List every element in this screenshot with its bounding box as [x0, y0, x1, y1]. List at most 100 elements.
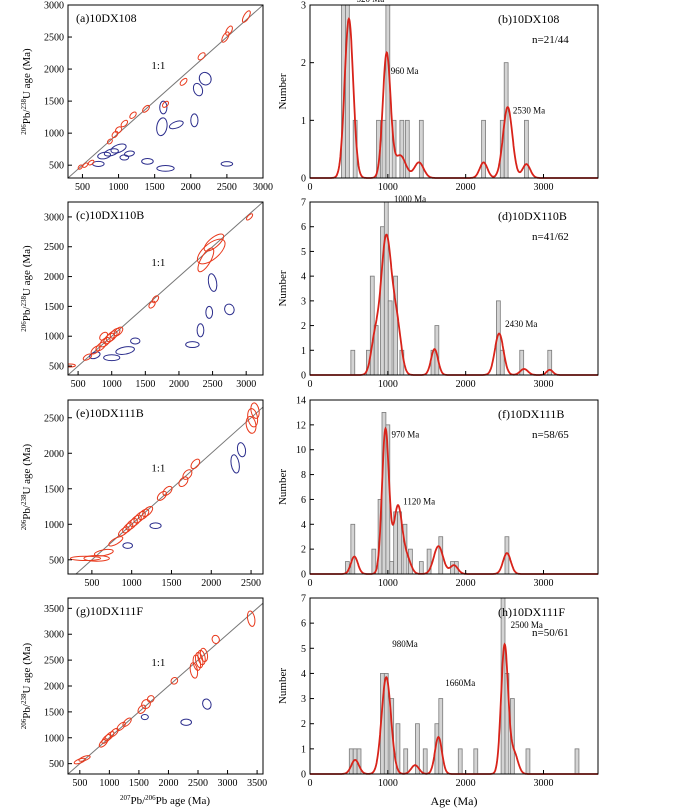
y-tick-label: 500: [49, 362, 64, 373]
concordant-ellipse: [151, 295, 160, 304]
label-part: 238: [20, 296, 28, 307]
discordant-ellipse: [224, 303, 235, 316]
x-tick-label: 3000: [534, 778, 554, 789]
peak-age-label: 1120 Ma: [403, 496, 435, 506]
peak-age-label: 1660Ma: [445, 678, 475, 688]
concordia-panel-a: 500 1000 1500 2000 2500 3000 500 1000 1500 2000 25…: [44, 1, 273, 194]
concordant-ellipse: [196, 238, 226, 265]
x-tick-label: 3000: [534, 182, 554, 193]
concordant-ellipse: [199, 647, 209, 663]
histogram-bar: [418, 119, 424, 179]
y-tick-label: 1500: [44, 302, 64, 313]
x-tick-label: 3000: [236, 379, 256, 390]
histogram-panel-d: 0 1000 2000 3000 0 1 2 3 4 5 6 7 1000 Ma 2430 Ma (d)10…: [277, 194, 599, 390]
y-tick-label: 5: [301, 644, 306, 655]
x-tick-label: 2000: [456, 379, 476, 390]
y-axis-label: 206Pb/238U age (Ma): [20, 642, 33, 729]
discordant-ellipse: [123, 150, 135, 157]
axis-labels: 206Pb/238U age (Ma)206Pb/238U age (Ma)20…: [20, 48, 477, 808]
y-axis-label: Number: [277, 73, 289, 109]
histogram-panel-b: 0 1000 2000 3000 0 1 2 3 520 Ma 960 Ma 2530 Ma (b)1…: [277, 0, 599, 193]
x-tick-label: 3000: [534, 578, 554, 589]
concordant-ellipse: [142, 505, 154, 518]
x-tick-label: 0: [308, 379, 313, 390]
concordant-ellipse: [203, 233, 225, 252]
label-part: 206: [20, 718, 28, 729]
y-tick-label: 2500: [44, 413, 64, 424]
y-tick-label: 4: [301, 520, 306, 531]
x-tick-label: 0: [308, 578, 313, 589]
y-tick-label: 2000: [44, 272, 64, 283]
y-tick-label: 6: [301, 495, 306, 506]
plot-frame: [67, 597, 264, 775]
concordant-ellipse: [69, 555, 102, 562]
peak-age-label: 980Ma: [392, 639, 418, 649]
concordant-ellipse: [221, 31, 230, 43]
concordant-ellipse: [111, 130, 119, 139]
x-tick-label: 1000: [378, 778, 398, 789]
concordant-ellipse: [125, 518, 138, 531]
y-tick-label: 1000: [44, 129, 64, 140]
histogram-bar: [387, 300, 393, 376]
x-axis-label: 207Pb/206Pb age (Ma): [120, 794, 210, 807]
y-tick-label: 4: [301, 272, 306, 283]
ref-line-label: 1:1: [151, 657, 165, 669]
plot-frame: [67, 4, 264, 179]
discordant-ellipse: [192, 82, 204, 97]
discordant-ellipse: [190, 113, 199, 128]
plot-frame: [309, 4, 599, 179]
plot-frame: [309, 399, 599, 575]
label-part: U age (Ma): [21, 642, 33, 693]
y-tick-label: 1: [301, 116, 306, 127]
concordant-ellipse: [82, 162, 89, 168]
concordant-ellipse: [129, 514, 142, 527]
x-tick-label: 3500: [247, 778, 267, 789]
y-tick-label: 500: [49, 555, 64, 566]
discordant-ellipse: [110, 143, 127, 154]
concordant-ellipse: [197, 52, 206, 61]
concordia-panel-c: 500 1000 1500 2000 2500 3000 500 1000 1500 2000 25…: [44, 201, 264, 390]
discordant-ellipse: [89, 351, 101, 360]
label-part: U age (Ma): [21, 48, 33, 99]
label-part: 206: [20, 321, 28, 332]
y-tick-label: 7: [301, 594, 306, 605]
x-tick-label: 1000: [99, 778, 119, 789]
x-tick-label: 3000: [218, 778, 238, 789]
y-axis-label: 206Pb/238U age (Ma): [20, 245, 33, 332]
discordant-ellipse: [205, 305, 214, 319]
y-tick-label: 1: [301, 346, 306, 357]
x-tick-label: 1000: [122, 578, 142, 589]
analysis-count: n=41/62: [532, 231, 569, 243]
concordant-ellipse: [179, 77, 188, 86]
concordant-ellipse: [78, 755, 91, 762]
plot-frame: [67, 201, 264, 376]
label-part: Pb/: [21, 306, 33, 322]
label-part: 238: [20, 99, 28, 110]
concordant-ellipse: [190, 458, 201, 470]
x-tick-label: 500: [72, 778, 87, 789]
x-tick-label: 0: [308, 182, 313, 193]
concordant-ellipse: [99, 337, 111, 348]
y-tick-label: 2000: [44, 449, 64, 460]
discordant-ellipse: [156, 117, 168, 137]
discordant-ellipse: [220, 161, 234, 167]
ref-line-label: 1:1: [151, 257, 165, 269]
x-tick-label: 2000: [158, 778, 178, 789]
concordant-ellipse: [108, 536, 124, 547]
histogram-bar: [481, 119, 486, 179]
x-tick-label: 0: [308, 778, 313, 789]
histogram-bar: [457, 748, 463, 775]
reference-line-1-1: [68, 602, 263, 774]
plot-frame: [309, 597, 599, 775]
histogram-bar: [438, 698, 444, 775]
histogram-bar: [383, 673, 389, 775]
analysis-count: n=21/44: [532, 34, 569, 46]
y-tick-label: 2: [301, 321, 306, 332]
histogram-bar: [574, 748, 580, 775]
panel-title: (g)10DX111F: [76, 604, 143, 618]
concordant-ellipse: [245, 415, 257, 434]
x-tick-label: 2000: [169, 379, 189, 390]
y-axis-label: 206Pb/238U age (Ma): [20, 48, 33, 135]
x-axis-label: Age (Ma): [431, 794, 478, 808]
histogram-bar: [381, 119, 387, 179]
